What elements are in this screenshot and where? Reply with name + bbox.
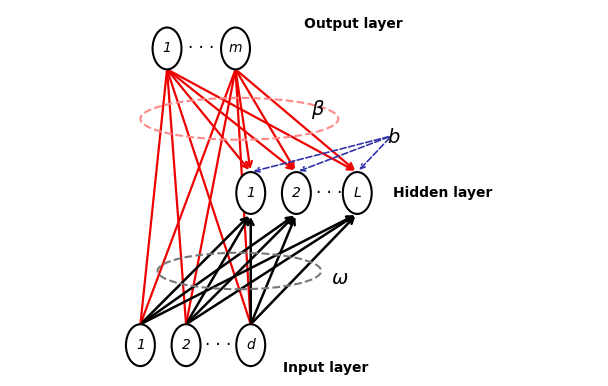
Ellipse shape [126,324,155,366]
Text: b: b [387,128,399,147]
Ellipse shape [171,324,201,366]
Text: 2: 2 [182,338,190,352]
Ellipse shape [237,172,265,214]
Text: Output layer: Output layer [304,17,402,31]
Text: d: d [246,338,255,352]
Ellipse shape [343,172,371,214]
Text: · · ·: · · · [206,336,232,354]
Text: 1: 1 [162,41,171,56]
Text: 1: 1 [246,186,255,200]
Ellipse shape [237,324,265,366]
Text: · · ·: · · · [316,184,342,202]
Text: 1: 1 [136,338,145,352]
Text: · · ·: · · · [188,39,215,58]
Ellipse shape [153,27,182,69]
Text: L: L [353,186,361,200]
Ellipse shape [282,172,311,214]
Text: 2: 2 [292,186,301,200]
Ellipse shape [221,27,250,69]
Text: β: β [311,100,323,119]
Text: Input layer: Input layer [283,361,368,375]
Text: Hidden layer: Hidden layer [393,186,492,200]
Text: m: m [229,41,242,56]
Text: ω: ω [332,269,348,288]
